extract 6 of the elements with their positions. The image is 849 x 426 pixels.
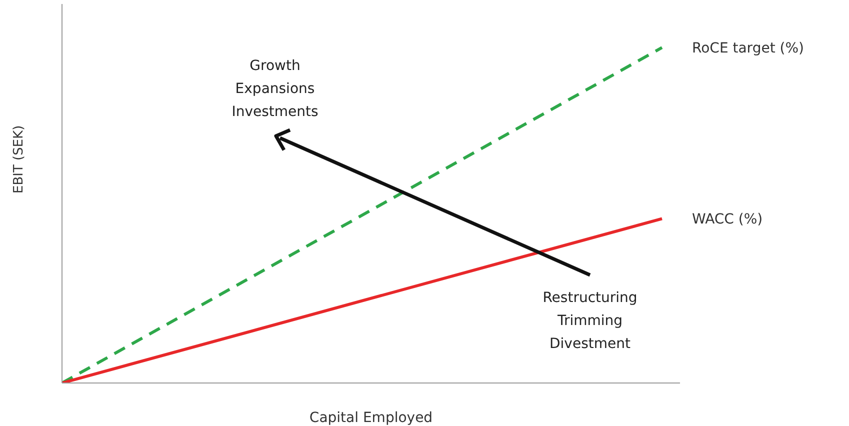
annotation: Restructuring Trimming Divestment: [542, 290, 638, 352]
text: RoCE target (%): [692, 40, 804, 57]
text: WACC (%): [692, 212, 763, 228]
annotation: Growth Expansions Investments: [232, 58, 318, 120]
y-axis-title: EBIT (SEK): [12, 125, 27, 194]
x-axis-title: Capital Employed: [309, 410, 433, 426]
